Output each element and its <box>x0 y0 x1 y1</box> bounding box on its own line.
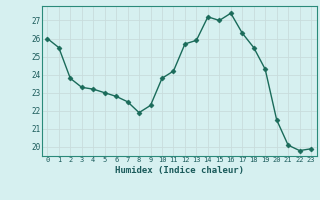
X-axis label: Humidex (Indice chaleur): Humidex (Indice chaleur) <box>115 166 244 175</box>
